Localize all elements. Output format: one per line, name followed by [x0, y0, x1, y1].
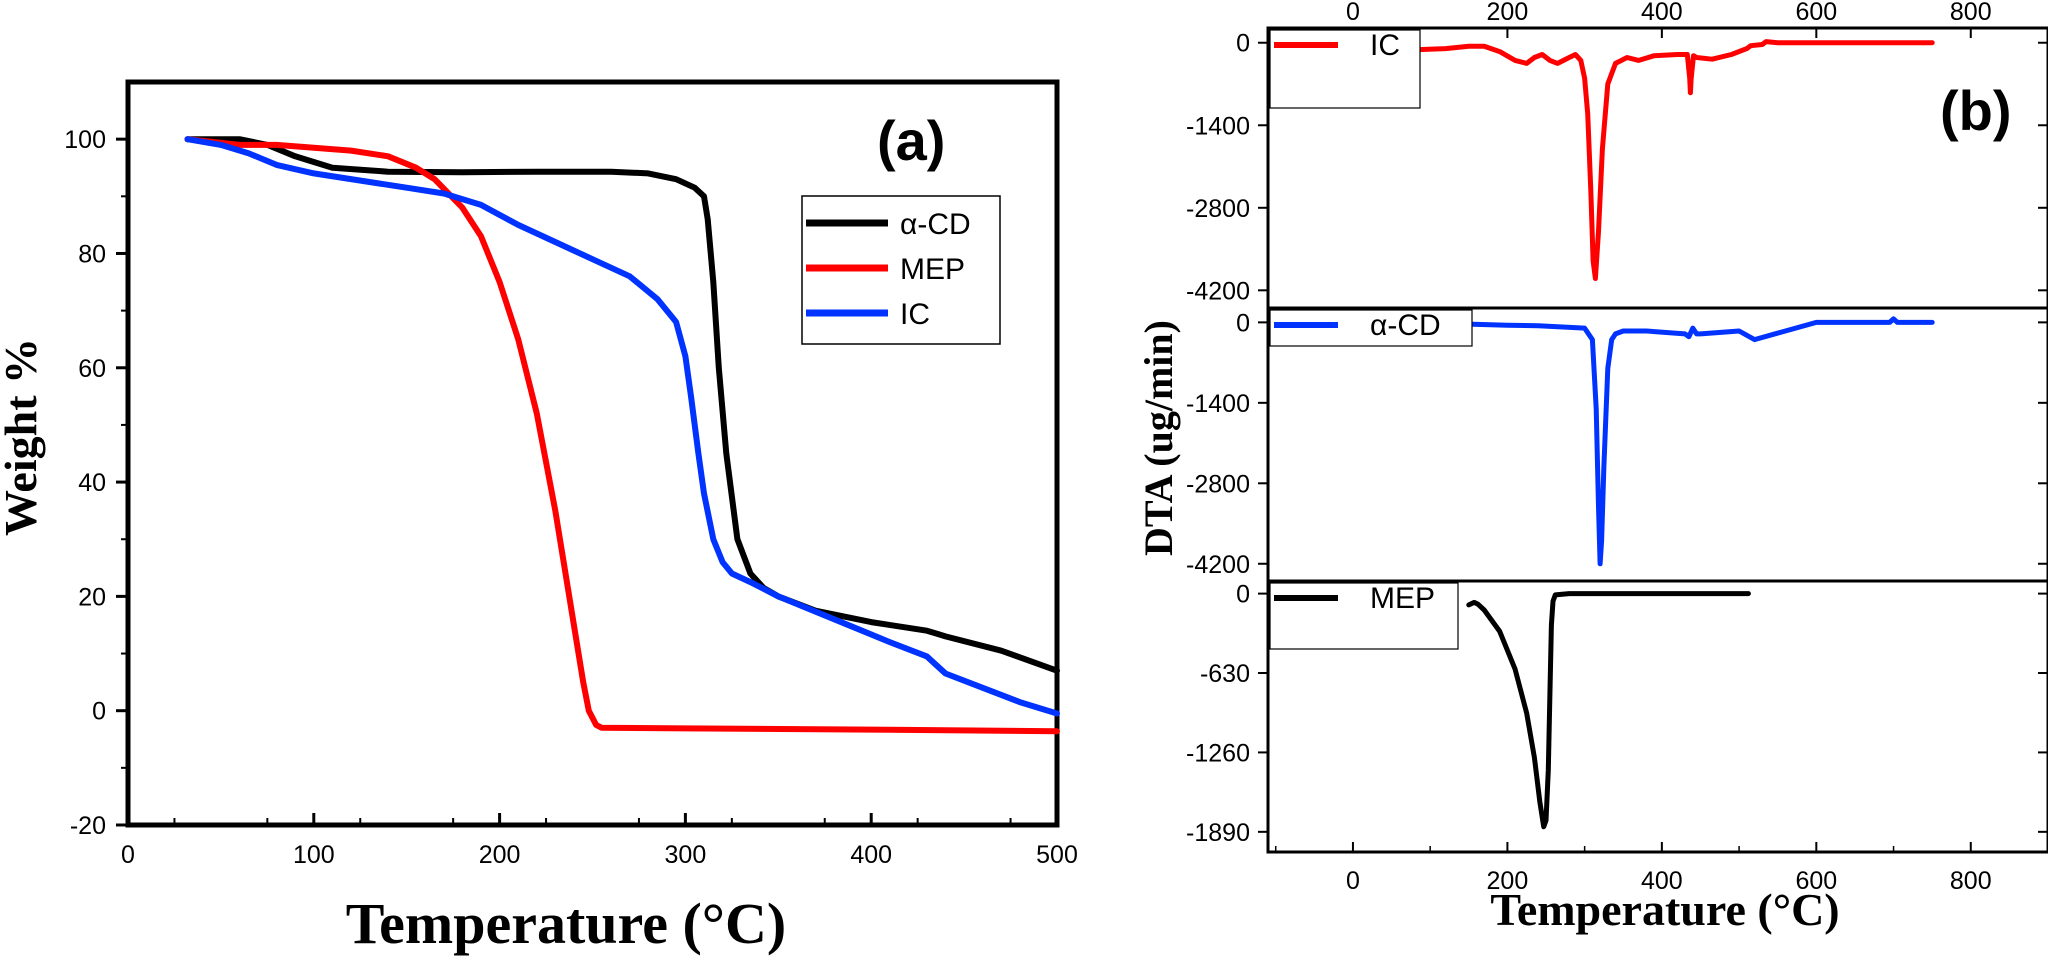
- x-tick-label: 300: [665, 841, 707, 869]
- tga-legend-label-cd: α-CD: [900, 208, 971, 241]
- y-tick-label: 80: [78, 240, 106, 268]
- dta-y-tick-label: -4200: [1186, 551, 1250, 579]
- y-tick-label: 40: [78, 469, 106, 497]
- dta-bottom-x-tick-label: 0: [1346, 867, 1360, 895]
- dta-x-axis-title: Temperature (°C): [1490, 884, 1839, 935]
- dta-series: [1373, 39, 1935, 830]
- dta-top-x-tick-label: 600: [1795, 0, 1837, 26]
- tga-y-axis-title: Weight %: [0, 338, 46, 536]
- dta-series-mep: [1466, 591, 1751, 830]
- x-tick-label: 200: [479, 841, 521, 869]
- dta-y-tick-label: 0: [1236, 309, 1250, 337]
- dta-bottom-x-tick-label: 200: [1487, 867, 1529, 895]
- dta-legend-label-ic: IC: [1370, 29, 1400, 62]
- dta-bottom-x-tick-label: 800: [1950, 867, 1992, 895]
- dta-frame-acd: [1266, 306, 2048, 583]
- dta-series-cd: [1373, 316, 1935, 567]
- x-tick-label: 500: [1036, 841, 1078, 869]
- dta-top-x-tick-label: 200: [1487, 0, 1529, 26]
- dta-legend-label-cd: α-CD: [1370, 309, 1441, 342]
- tga-legend: α-CD MEP IC: [801, 195, 1001, 345]
- y-tick-label: 60: [78, 355, 106, 383]
- dta-y-tick-label: 0: [1236, 30, 1250, 58]
- tga-legend-label-mep: MEP: [900, 253, 965, 286]
- tga-series-ic: [184, 136, 1060, 717]
- x-tick-label: 400: [850, 841, 892, 869]
- tga-plot-frame: [125, 79, 1060, 828]
- dta-y-tick-label: -2800: [1186, 195, 1250, 223]
- tga-series: [184, 136, 1060, 735]
- dta-bottom-x-tick-label: 600: [1795, 867, 1837, 895]
- dta-outer-frame: [1266, 26, 2048, 854]
- dta-bottom-x-tick-label: 400: [1641, 867, 1683, 895]
- dta-legends: IC α-CD MEP: [1269, 29, 1473, 650]
- tga-x-axis-title: Temperature (°C): [346, 891, 786, 956]
- x-tick-label: 100: [293, 841, 335, 869]
- dta-y-tick-label: -2800: [1186, 470, 1250, 498]
- dta-frame-mep: [1266, 579, 2048, 854]
- y-tick-label: -20: [70, 812, 106, 840]
- tga-chart: 0 100 200 300 400 500 -20 0 20 40 60 80 100 (a) α-CD…: [0, 79, 1078, 956]
- tga-series-mep: [184, 136, 1060, 735]
- tga-panel-label: (a): [877, 109, 945, 172]
- dta-top-x-tick-label: 400: [1641, 0, 1683, 26]
- dta-y-tick-label: -1400: [1186, 112, 1250, 140]
- dta-top-x-tick-label: 0: [1346, 0, 1360, 26]
- dta-y-tick-label: -1890: [1186, 819, 1250, 847]
- dta-y-tick-label: -1400: [1186, 390, 1250, 418]
- dta-series-ic: [1373, 39, 1935, 281]
- dta-top-x-tick-label: 800: [1950, 0, 1992, 26]
- dta-panel-label: (b): [1940, 79, 2012, 142]
- tga-series-cd: [184, 136, 1060, 674]
- dta-y-tick-label: -1260: [1186, 739, 1250, 767]
- y-tick-label: 100: [64, 126, 106, 154]
- dta-legend-box-mep: [1269, 582, 1459, 650]
- dta-legend-label-mep: MEP: [1370, 582, 1435, 615]
- dta-ticks: 0 0 200 200 400 400 600 600 800 800 0 -1400 -2800 -42…: [1186, 0, 2048, 895]
- tga-legend-label-ic: IC: [900, 298, 930, 331]
- y-tick-label: 20: [78, 583, 106, 611]
- dta-y-tick-label: 0: [1236, 581, 1250, 609]
- x-tick-label: 0: [121, 841, 135, 869]
- dta-y-tick-label: -630: [1200, 660, 1250, 688]
- dta-y-axis-title: DTA (ug/min): [1136, 320, 1181, 556]
- dta-chart: 0 0 200 200 400 400 600 600 800 800 0 -1400 -2800 -42…: [1136, 0, 2048, 935]
- tga-legend-items: α-CD MEP IC: [806, 208, 971, 331]
- dta-y-tick-label: -4200: [1186, 277, 1250, 305]
- tga-ticks: 0 100 200 300 400 500 -20 0 20 40 60 80 100: [64, 126, 1078, 869]
- y-tick-label: 0: [92, 698, 106, 726]
